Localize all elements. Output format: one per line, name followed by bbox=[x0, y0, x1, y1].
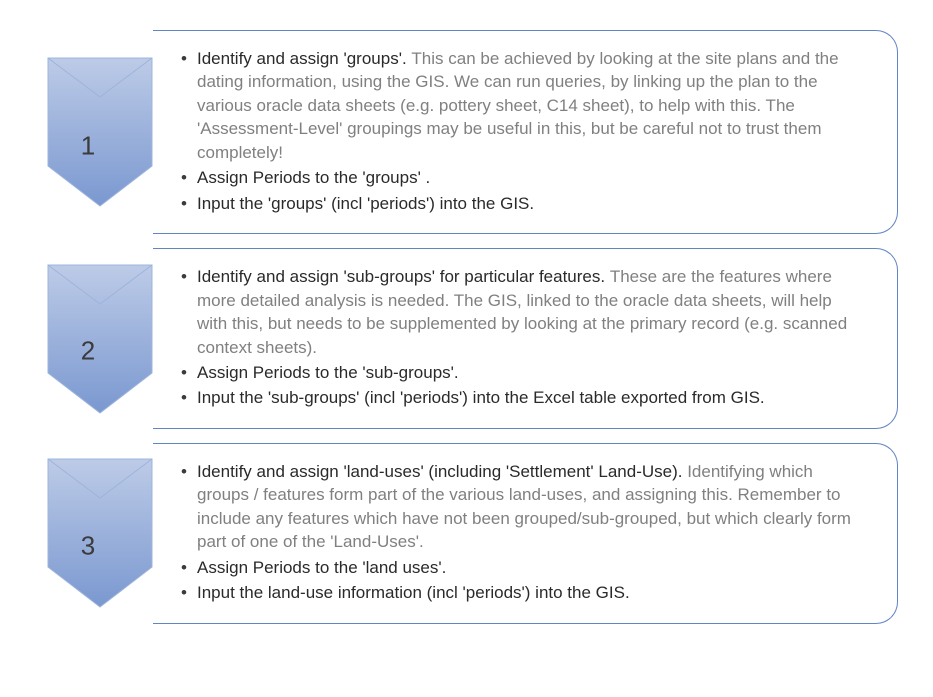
bullet-lead-text: Input the 'sub-groups' (incl 'periods') … bbox=[197, 388, 765, 407]
bullet-lead-text: Identify and assign 'land-uses' (includi… bbox=[197, 462, 687, 481]
bullet-lead-text: Assign Periods to the 'groups' . bbox=[197, 168, 430, 187]
step-bullet: Assign Periods to the 'sub-groups'. bbox=[181, 361, 863, 384]
step-bullet: Identify and assign 'groups'. This can b… bbox=[181, 47, 863, 164]
step-content-box: Identify and assign 'sub-groups' for par… bbox=[153, 248, 898, 429]
step-row: 3 Identify and assign 'land-uses' (includ… bbox=[35, 443, 898, 624]
step-chevron: 1 bbox=[35, 30, 165, 234]
step-bullet: Assign Periods to the 'land uses'. bbox=[181, 556, 863, 579]
step-number: 3 bbox=[35, 530, 141, 561]
step-number: 2 bbox=[35, 336, 141, 367]
step-bullet-list: Identify and assign 'sub-groups' for par… bbox=[181, 265, 863, 412]
step-bullet-list: Identify and assign 'groups'. This can b… bbox=[181, 47, 863, 217]
step-row: 1 Identify and assign 'groups'. This can … bbox=[35, 30, 898, 234]
step-number: 1 bbox=[35, 131, 141, 162]
step-bullet: Input the land-use information (incl 'pe… bbox=[181, 581, 863, 604]
step-row: 2 Identify and assign 'sub-groups' for pa… bbox=[35, 248, 898, 429]
step-chevron: 3 bbox=[35, 443, 165, 624]
step-bullet: Identify and assign 'land-uses' (includi… bbox=[181, 460, 863, 554]
bullet-lead-text: Identify and assign 'sub-groups' for par… bbox=[197, 267, 610, 286]
bullet-lead-text: Assign Periods to the 'land uses'. bbox=[197, 558, 446, 577]
step-bullet: Input the 'groups' (incl 'periods') into… bbox=[181, 192, 863, 215]
bullet-lead-text: Assign Periods to the 'sub-groups'. bbox=[197, 363, 459, 382]
step-content-box: Identify and assign 'land-uses' (includi… bbox=[153, 443, 898, 624]
step-chevron: 2 bbox=[35, 248, 165, 429]
step-bullet: Identify and assign 'sub-groups' for par… bbox=[181, 265, 863, 359]
step-bullet-list: Identify and assign 'land-uses' (includi… bbox=[181, 460, 863, 607]
bullet-lead-text: Input the 'groups' (incl 'periods') into… bbox=[197, 194, 534, 213]
process-diagram: 1 Identify and assign 'groups'. This can … bbox=[35, 30, 898, 624]
bullet-lead-text: Identify and assign 'groups'. bbox=[197, 49, 411, 68]
bullet-lead-text: Input the land-use information (incl 'pe… bbox=[197, 583, 630, 602]
step-bullet: Assign Periods to the 'groups' . bbox=[181, 166, 863, 189]
step-bullet: Input the 'sub-groups' (incl 'periods') … bbox=[181, 386, 863, 409]
step-content-box: Identify and assign 'groups'. This can b… bbox=[153, 30, 898, 234]
